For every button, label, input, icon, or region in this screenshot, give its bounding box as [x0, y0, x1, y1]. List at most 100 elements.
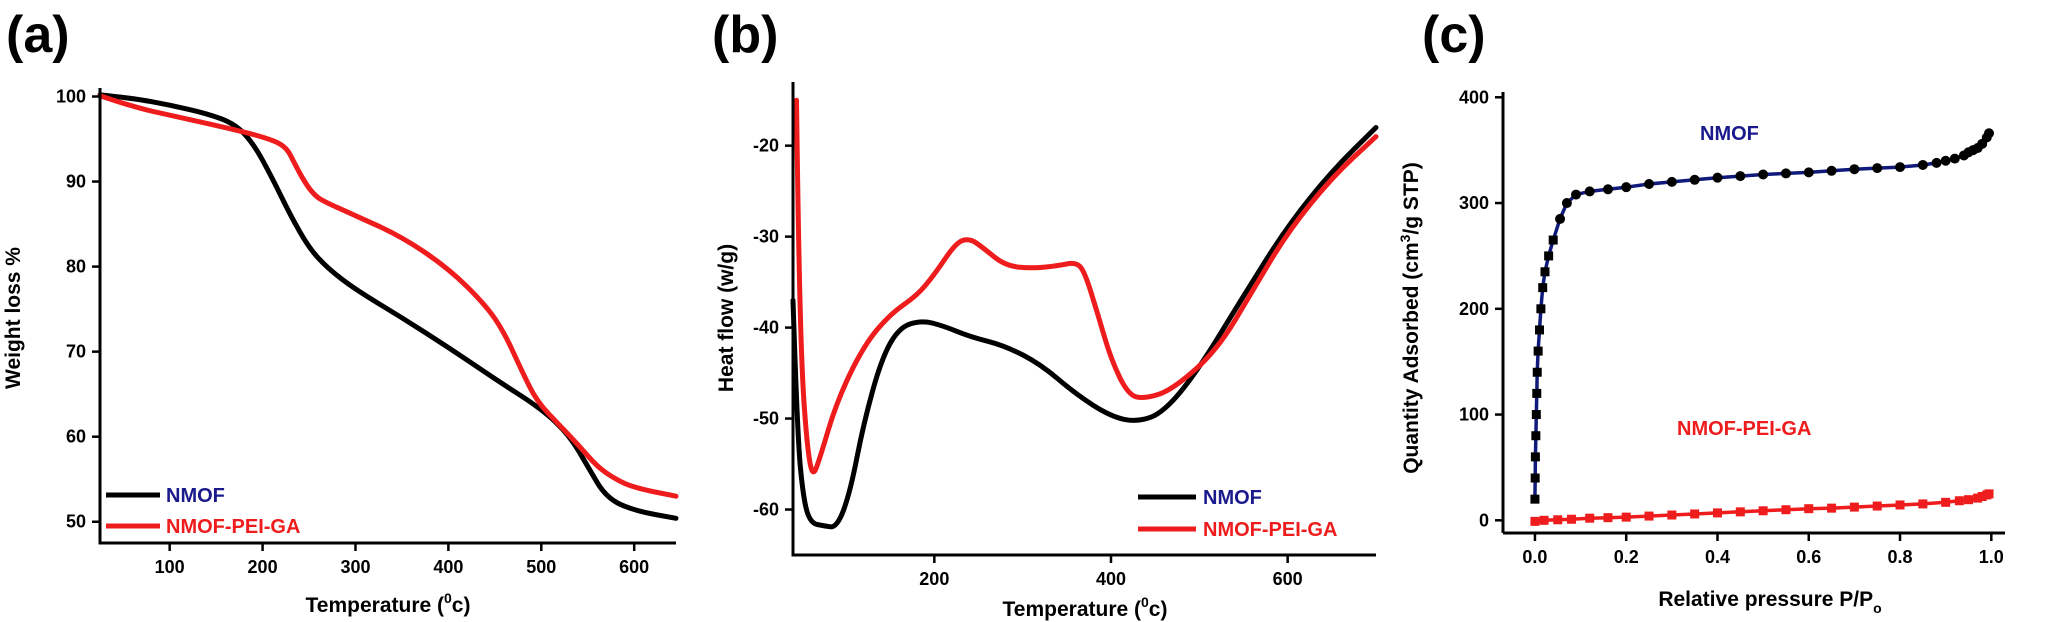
data-point-nmof-pei-ga	[1984, 489, 1994, 499]
panel-b-xlabel-tail: c)	[1149, 598, 1168, 621]
data-point-nmof-pei-ga	[1530, 516, 1540, 526]
panel-b-letter: (b)	[712, 6, 778, 64]
series-line-nmof-pei-ga	[794, 97, 1379, 475]
series-line-nmof	[790, 125, 1379, 530]
panel-b-legend: NMOF NMOF-PEI-GA	[1138, 487, 1337, 541]
x-tick-label: 1.0	[1979, 547, 2004, 567]
data-point-nmof	[1666, 176, 1677, 187]
data-point-nmof	[1535, 325, 1545, 335]
series-line-nmof	[1533, 131, 1991, 501]
panel-c-ylabel: Quantity Adsorbed (cm3/g STP)	[1397, 162, 1423, 474]
panel-b: (b) 200 400 600 -60 -50 -40 -30 -20 Heat flow (…	[712, 6, 1379, 621]
panel-a-letter: (a)	[6, 6, 70, 64]
data-point-nmof	[1689, 174, 1700, 185]
panel-b-ticks: 200 400 600 -60 -50 -40 -30 -20	[753, 136, 1303, 589]
x-tick-label: 200	[919, 569, 949, 589]
panel-c-xlabel-sub: o	[1873, 600, 1882, 616]
panel-a-xlabel-tail: c)	[452, 594, 471, 617]
data-point-nmof-pei-ga	[1553, 515, 1563, 525]
data-point-nmof	[1531, 431, 1541, 441]
x-tick-label: 500	[526, 557, 556, 577]
panel-b-axes	[791, 82, 1376, 557]
data-point-nmof-pei-ga	[1758, 506, 1768, 516]
data-point-nmof	[1984, 128, 1995, 139]
data-point-nmof-pei-ga	[1895, 500, 1905, 510]
legend-b-label-nmof-pei-ga: NMOF-PEI-GA	[1203, 519, 1337, 541]
legend-a-label-nmof-pei-ga: NMOF-PEI-GA	[166, 516, 300, 538]
panel-c: (c) 0.0 0.2 0.4 0.6 0.8 1.0 0 100 200 300 400 Quan…	[1397, 6, 2005, 616]
data-point-nmof	[1531, 410, 1541, 420]
x-tick-label: 400	[433, 557, 463, 577]
data-point-nmof-pei-ga	[1849, 502, 1859, 512]
data-point-nmof-pei-ga	[1690, 509, 1700, 519]
x-tick-label: 0.4	[1705, 547, 1730, 567]
data-point-nmof	[1532, 388, 1542, 398]
data-point-nmof-pei-ga	[1539, 515, 1549, 525]
y-tick-label: -30	[753, 227, 779, 247]
data-point-nmof	[1533, 346, 1543, 356]
x-tick-label: 400	[1096, 569, 1126, 589]
x-tick-label: 0.8	[1888, 547, 1913, 567]
panel-a-legend: NMOF NMOF-PEI-GA	[106, 485, 300, 538]
y-tick-label: -60	[753, 500, 779, 520]
panel-c-ylabel-tail: /g STP)	[1400, 162, 1423, 234]
data-point-nmof-pei-ga	[1977, 492, 1987, 502]
y-tick-label: 70	[66, 342, 86, 362]
panel-b-ylabel: Heat flow (w/g)	[715, 244, 738, 392]
data-point-nmof-pei-ga	[1954, 496, 1964, 506]
series-line-nmof	[97, 92, 679, 521]
data-point-nmof-pei-ga	[1827, 503, 1837, 513]
data-point-nmof	[1849, 164, 1860, 175]
y-tick-label: 90	[66, 172, 86, 192]
data-point-nmof	[1532, 367, 1542, 377]
data-point-nmof	[1555, 213, 1566, 224]
x-tick-label: 300	[340, 557, 370, 577]
data-point-nmof-pei-ga	[1973, 493, 1983, 503]
y-tick-label: 400	[1459, 87, 1489, 107]
panel-c-label-nmof: NMOF	[1700, 123, 1759, 145]
panel-a-series	[97, 92, 679, 521]
series-line-nmof-pei-ga	[97, 93, 679, 499]
data-point-nmof	[1917, 159, 1928, 170]
data-point-nmof	[1540, 267, 1550, 277]
data-point-nmof	[1872, 163, 1883, 174]
x-tick-label: 0.6	[1796, 547, 1821, 567]
panel-c-ticks: 0.0 0.2 0.4 0.6 0.8 1.0 0 100 200 300 400	[1459, 87, 2004, 567]
data-point-nmof-pei-ga	[1872, 501, 1882, 511]
data-point-nmof	[1530, 494, 1540, 504]
data-point-nmof	[1931, 157, 1942, 168]
data-point-nmof-pei-ga	[1585, 513, 1595, 523]
panel-c-xlabel-main: Relative pressure P/P	[1658, 588, 1873, 611]
y-tick-label: -20	[753, 136, 779, 156]
panel-a-xlabel: Temperature (0c)	[306, 590, 471, 617]
panel-c-ylabel-sup: 3	[1397, 234, 1413, 242]
data-point-nmof	[1780, 168, 1791, 179]
panel-a-axes	[98, 88, 676, 545]
y-tick-label: 100	[1459, 405, 1489, 425]
data-point-nmof	[1584, 186, 1595, 197]
data-point-nmof	[1530, 473, 1540, 483]
x-tick-label: 100	[155, 557, 185, 577]
panel-b-xlabel-main: Temperature (	[1003, 598, 1141, 621]
panel-b-series	[790, 97, 1379, 530]
panel-a-ylabel: Weight loss %	[2, 247, 25, 389]
panel-b-xlabel-sup: 0	[1141, 594, 1149, 610]
data-point-nmof	[1949, 153, 1960, 164]
panel-c-ylabel-main: Quantity Adsorbed (cm	[1400, 242, 1423, 473]
x-tick-label: 0.0	[1522, 547, 1547, 567]
panel-a-xlabel-main: Temperature (	[306, 594, 444, 617]
y-tick-label: 80	[66, 257, 86, 277]
legend-a-label-nmof: NMOF	[166, 485, 225, 507]
data-point-nmof	[1895, 162, 1906, 173]
data-point-nmof	[1571, 189, 1582, 200]
panel-b-xlabel: Temperature (0c)	[1003, 594, 1168, 621]
data-point-nmof-pei-ga	[1781, 505, 1791, 515]
y-tick-label: 60	[66, 427, 86, 447]
panel-c-axes	[1501, 92, 2005, 535]
data-point-nmof	[1538, 283, 1548, 293]
data-point-nmof-pei-ga	[1566, 514, 1576, 524]
panel-c-series	[1530, 128, 1995, 526]
data-point-nmof	[1735, 171, 1746, 182]
data-point-nmof	[1803, 167, 1814, 178]
